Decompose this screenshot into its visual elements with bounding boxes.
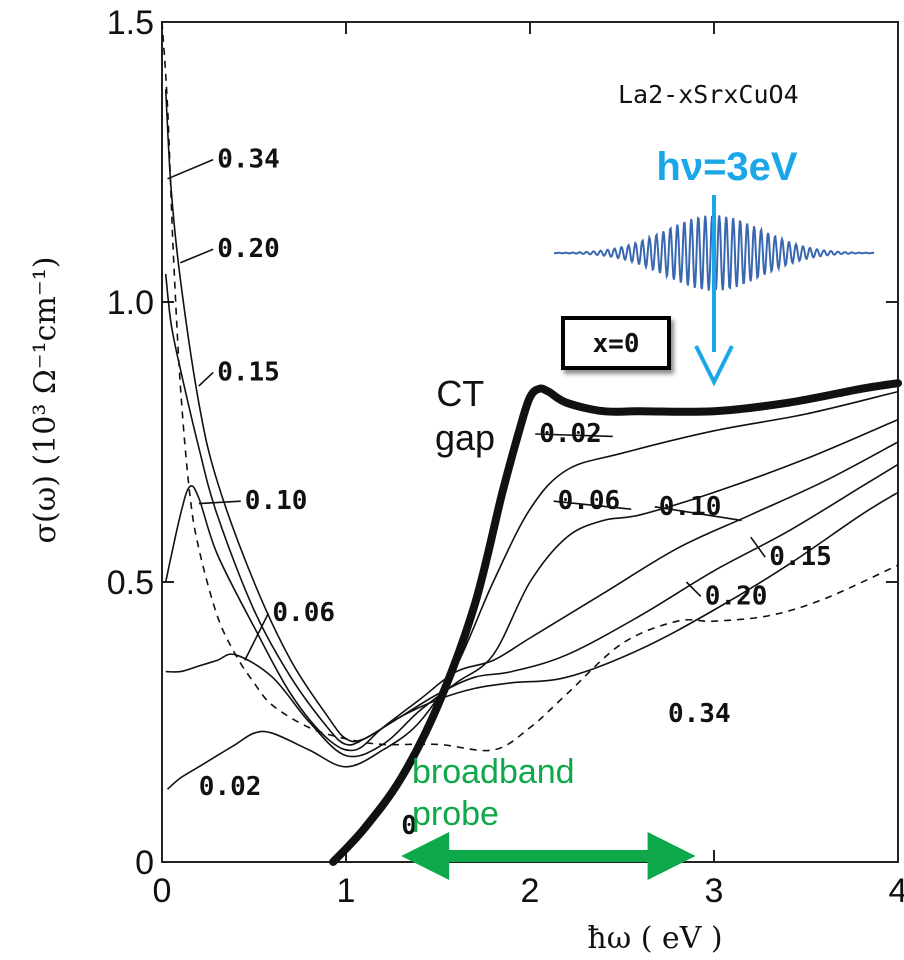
- series-label: 0.34: [217, 145, 280, 175]
- y-tick-label: 0: [135, 844, 154, 882]
- series-label: 0.02: [199, 772, 262, 802]
- probe-arrow-head-left: [401, 832, 450, 880]
- series-label: 0.20: [705, 581, 768, 611]
- label-leader-line: [244, 612, 270, 661]
- series-label: 0.06: [272, 598, 335, 628]
- ct-line: CT: [436, 373, 484, 414]
- label-leader-line: [167, 158, 214, 180]
- x-tick-label: 4: [889, 872, 904, 910]
- gap-line: gap: [435, 417, 495, 458]
- series-label: 0.15: [217, 357, 280, 387]
- axis-ticks: 0 1 2 3 4 0 0.5 1.0 1.5: [107, 4, 904, 910]
- label-leader-line: [553, 500, 632, 510]
- probe-line1: broadband: [412, 753, 575, 791]
- series-label: 0.15: [769, 542, 832, 572]
- label-leader-line: [750, 536, 766, 558]
- label-leader-line: [535, 433, 613, 438]
- label-leader-line: [654, 506, 742, 522]
- x-tick-label: 1: [337, 872, 356, 910]
- ct-gap-label: CT gap: [435, 373, 495, 458]
- series-label: 0.10: [659, 492, 722, 522]
- series-label: 0.20: [217, 234, 280, 264]
- x-tick-label: 0: [153, 872, 172, 910]
- x-axis-title: ħω ( eV ): [587, 921, 722, 956]
- series-line-x-0_20: [164, 89, 899, 743]
- series-line-x-0_10: [164, 441, 899, 752]
- label-leader-line: [685, 581, 702, 597]
- series-label: 0.10: [245, 486, 308, 516]
- pump-pulse-annotation: hν=3eV: [554, 145, 874, 387]
- series-line-x-0_06: [165, 418, 899, 758]
- series-label: 0: [401, 811, 417, 841]
- pump-energy-label: hν=3eV: [656, 145, 798, 189]
- label-leader-line: [198, 371, 214, 387]
- probe-arrow-head-right: [647, 832, 696, 880]
- y-tick-label: 1.5: [107, 4, 154, 42]
- formula-text: La2-xSrxCuO4: [618, 80, 799, 109]
- label-leader-line: [180, 248, 214, 264]
- y-axis-title: σ(ω) (10³ Ω⁻¹cm⁻¹): [28, 257, 63, 544]
- series-label: 0.34: [668, 699, 731, 729]
- y-tick-label: 0.5: [107, 564, 154, 602]
- probe-line2: probe: [412, 795, 499, 833]
- series-line-x-0: [329, 379, 902, 866]
- x0-label: x=0: [593, 329, 640, 359]
- pump-arrow-head: [694, 345, 734, 387]
- series-label: 0.06: [558, 486, 621, 516]
- series-line-x-0_02: [166, 390, 899, 790]
- pump-arrow: [694, 195, 734, 387]
- series-labels: 0.340.200.150.100.060.020.020.06 0.100.15…: [167, 145, 832, 841]
- x-tick-label: 2: [521, 872, 540, 910]
- label-leader-line: [198, 500, 241, 505]
- series-label: 0.02: [539, 419, 602, 449]
- compound-formula: La2-xSrxCuO4: [618, 80, 799, 109]
- y-tick-label: 1.0: [107, 284, 154, 322]
- probe-range-arrow: [401, 832, 696, 880]
- probe-label: broadband probe: [412, 753, 584, 833]
- series-line-x-0_34: [161, 21, 899, 752]
- series-lines: [161, 21, 902, 866]
- x0-annotation: x=0: [561, 316, 671, 370]
- x-tick-label: 3: [705, 872, 724, 910]
